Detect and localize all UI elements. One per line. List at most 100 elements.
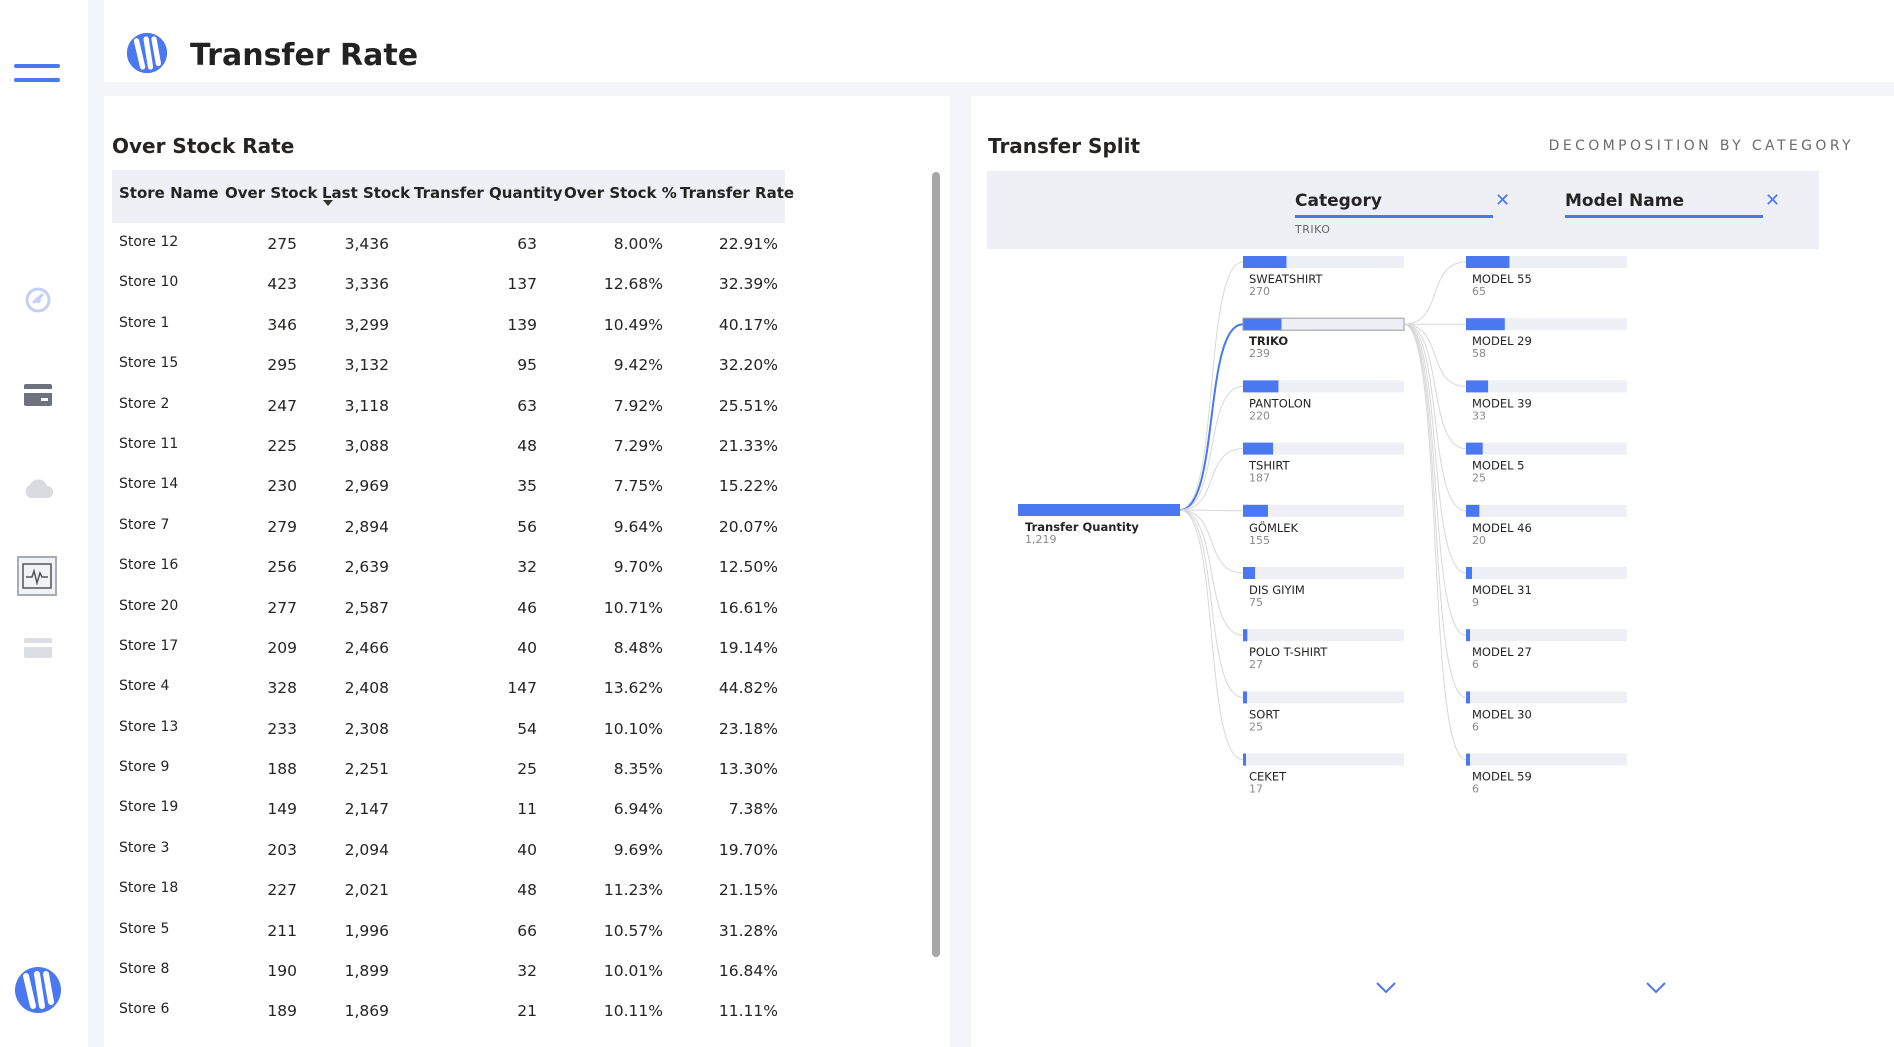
category-bar-track[interactable]: [1243, 318, 1404, 331]
table-row[interactable]: Store 1 346 3,299 139 10.49% 40.17%: [112, 304, 785, 344]
model-bar-track[interactable]: [1466, 442, 1627, 455]
model-value: 33: [1472, 409, 1486, 422]
cell-over-stock: 233: [267, 719, 297, 738]
model-value: 6: [1472, 658, 1479, 671]
table-row[interactable]: Store 8 190 1,899 32 10.01% 16.84%: [112, 950, 785, 990]
category-bar-track[interactable]: [1243, 629, 1404, 642]
card-icon[interactable]: [20, 630, 56, 666]
category-bar[interactable]: [1243, 442, 1274, 455]
column-header-transfer-quantity[interactable]: Transfer Quantity: [414, 184, 563, 202]
model-bar[interactable]: [1466, 504, 1480, 517]
table-row[interactable]: Store 5 211 1,996 66 10.57% 31.28%: [112, 910, 785, 950]
level-title-model-name[interactable]: Model Name: [1565, 191, 1684, 211]
cell-over-stock-pct: 8.35%: [613, 760, 663, 779]
model-value: 20: [1472, 534, 1486, 547]
model-label: MODEL 5: [1472, 459, 1524, 473]
category-value: 155: [1249, 534, 1270, 547]
table-row[interactable]: Store 4 328 2,408 147 13.62% 44.82%: [112, 667, 785, 707]
cell-last-stock: 2,094: [344, 840, 389, 859]
category-bar[interactable]: [1243, 318, 1282, 331]
category-bar-track[interactable]: [1243, 504, 1404, 517]
column-header-over-stock[interactable]: Over Stock: [225, 184, 318, 202]
model-bar[interactable]: [1466, 567, 1473, 579]
cell-over-stock: 275: [267, 235, 297, 253]
model-bar-track[interactable]: [1466, 567, 1627, 579]
table-row[interactable]: Store 16 256 2,639 32 9.70% 12.50%: [112, 546, 785, 586]
column-header-last-stock[interactable]: Last Stock: [322, 184, 411, 202]
model-bar[interactable]: [1466, 318, 1505, 331]
scrollbar-thumb[interactable]: [932, 172, 940, 957]
category-bar-track[interactable]: [1243, 567, 1404, 579]
hamburger-menu-icon[interactable]: [14, 64, 60, 86]
table-row[interactable]: Store 14 230 2,969 35 7.75% 15.22%: [112, 465, 785, 505]
cell-last-stock: 1,869: [344, 1002, 389, 1021]
chevron-down-icon[interactable]: [1375, 980, 1397, 999]
table-row[interactable]: Store 18 227 2,021 48 11.23% 21.15%: [112, 869, 785, 909]
category-bar-track[interactable]: [1243, 691, 1404, 704]
column-header-over-stock-pct[interactable]: Over Stock %: [564, 184, 677, 202]
level-title-category[interactable]: Category: [1295, 191, 1382, 211]
category-bar[interactable]: [1243, 380, 1279, 393]
model-bar-track[interactable]: [1466, 629, 1627, 642]
model-bar-track[interactable]: [1466, 504, 1627, 517]
model-bar[interactable]: [1466, 753, 1471, 766]
table-row[interactable]: Store 12 275 3,436 63 8.00% 22.91%: [112, 223, 785, 263]
cell-last-stock: 3,088: [344, 436, 389, 455]
category-bar[interactable]: [1243, 753, 1246, 766]
pulse-chart-icon[interactable]: [17, 556, 57, 596]
root-bar[interactable]: [1018, 504, 1180, 516]
cell-over-stock: 346: [267, 315, 297, 334]
column-header-transfer-rate[interactable]: Transfer Rate: [680, 184, 795, 202]
table-row[interactable]: Store 20 277 2,587 46 10.71% 16.61%: [112, 587, 785, 627]
table-row[interactable]: Store 15 295 3,132 95 9.42% 32.20%: [112, 344, 785, 384]
model-bar[interactable]: [1466, 629, 1471, 642]
cell-last-stock: 2,894: [344, 517, 389, 536]
close-icon[interactable]: ✕: [1495, 190, 1511, 211]
model-label: MODEL 29: [1472, 334, 1532, 348]
cell-transfer-quantity: 40: [517, 638, 537, 657]
category-bar-track[interactable]: [1243, 380, 1404, 393]
table-row[interactable]: Store 10 423 3,336 137 12.68% 32.39%: [112, 263, 785, 303]
model-bar-track[interactable]: [1466, 380, 1627, 393]
close-icon[interactable]: ✕: [1765, 190, 1781, 211]
model-bar-track[interactable]: [1466, 691, 1627, 704]
table-row[interactable]: Store 6 189 1,869 21 10.11% 11.11%: [112, 990, 785, 1030]
connector-line: [1403, 323, 1467, 761]
level-underline: [1565, 215, 1763, 218]
gauge-icon[interactable]: [20, 282, 56, 318]
category-bar[interactable]: [1243, 504, 1268, 517]
table-row[interactable]: Store 9 188 2,251 25 8.35% 13.30%: [112, 748, 785, 788]
table-row[interactable]: Store 3 203 2,094 40 9.69% 19.70%: [112, 829, 785, 869]
card-icon[interactable]: [20, 377, 56, 413]
category-bar[interactable]: [1243, 567, 1256, 579]
header: Transfer Rate: [104, 0, 1894, 82]
category-bar[interactable]: [1243, 691, 1248, 704]
model-bar-track[interactable]: [1466, 318, 1627, 331]
table-row[interactable]: Store 7 279 2,894 56 9.64% 20.07%: [112, 506, 785, 546]
root-value: 1,219: [1025, 533, 1057, 546]
model-bar-track[interactable]: [1466, 753, 1627, 766]
model-bar[interactable]: [1466, 256, 1510, 268]
table-row[interactable]: Store 19 149 2,147 11 6.94% 7.38%: [112, 788, 785, 828]
cell-store-name: Store 8: [119, 961, 170, 978]
model-bar[interactable]: [1466, 442, 1483, 455]
table-row[interactable]: Store 2 247 3,118 63 7.92% 25.51%: [112, 385, 785, 425]
column-header-store-name[interactable]: Store Name: [119, 184, 219, 202]
cell-transfer-quantity: 11: [517, 800, 537, 819]
category-bar-track[interactable]: [1243, 442, 1404, 455]
cell-transfer-rate: 32.39%: [718, 275, 778, 294]
table-row[interactable]: Store 11 225 3,088 48 7.29% 21.33%: [112, 425, 785, 465]
table-row[interactable]: Store 17 209 2,466 40 8.48% 19.14%: [112, 627, 785, 667]
model-bar[interactable]: [1466, 380, 1489, 393]
category-bar[interactable]: [1243, 629, 1248, 642]
cell-transfer-quantity: 40: [517, 840, 537, 859]
cell-over-stock: 189: [267, 1002, 297, 1021]
category-bar[interactable]: [1243, 256, 1287, 268]
model-bar[interactable]: [1466, 691, 1471, 704]
category-bar-track[interactable]: [1243, 753, 1404, 766]
chevron-down-icon[interactable]: [1645, 980, 1667, 999]
table-row[interactable]: Store 13 233 2,308 54 10.10% 23.18%: [112, 708, 785, 748]
cloud-icon[interactable]: [20, 470, 56, 506]
cell-store-name: Store 4: [119, 678, 170, 695]
cell-transfer-rate: 22.91%: [718, 235, 778, 253]
